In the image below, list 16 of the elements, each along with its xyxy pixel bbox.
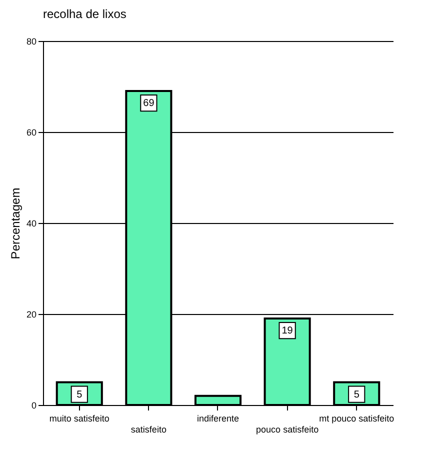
x-tick-label: pouco satisfeito	[256, 424, 319, 434]
x-tick-label: mt pouco satisfeito	[319, 414, 394, 424]
data-label: 19	[282, 326, 294, 337]
y-tick-label: 60	[26, 128, 36, 138]
y-tick-label: 0	[31, 400, 36, 410]
x-tick-label: satisfeito	[130, 424, 166, 434]
y-axis-title: Percentagem	[8, 188, 22, 260]
data-label: 5	[354, 389, 360, 400]
x-tick-label: indiferente	[196, 414, 240, 424]
y-tick-label: 80	[26, 36, 36, 46]
x-tick-label: muito satisfeito	[49, 414, 110, 424]
data-label: 69	[143, 98, 155, 110]
data-label: 5	[76, 389, 83, 400]
y-tick-label: 40	[26, 218, 36, 228]
y-tick-label: 20	[26, 310, 36, 320]
chart-title: recolha de lixos	[43, 7, 126, 21]
